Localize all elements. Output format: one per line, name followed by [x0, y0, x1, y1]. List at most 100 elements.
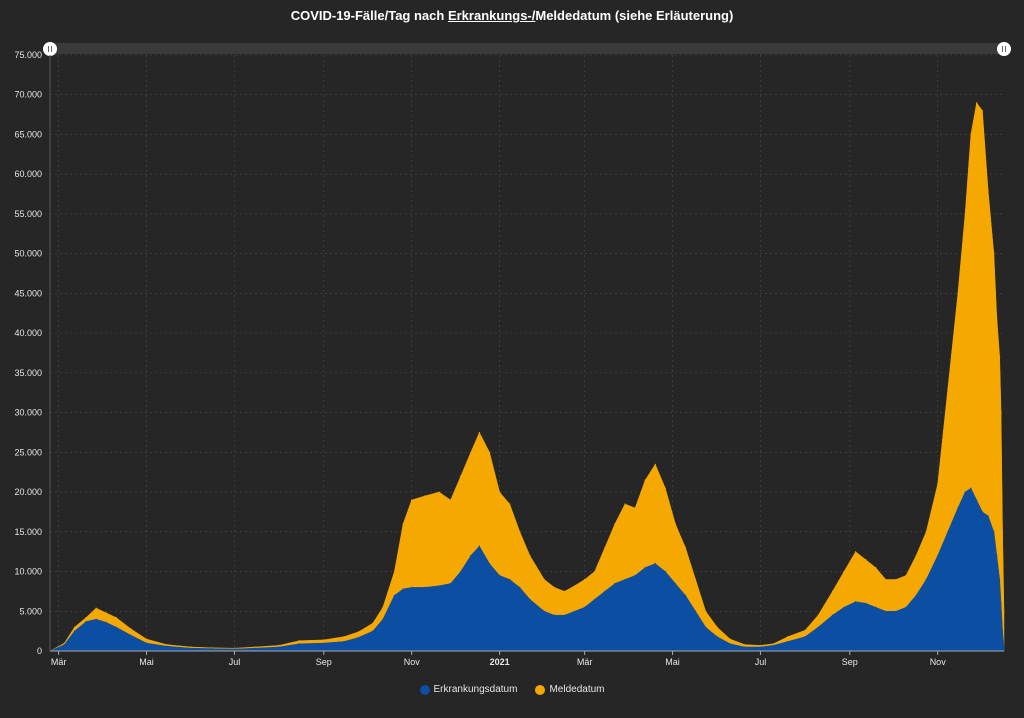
data-point-erkrankungsdatum — [705, 626, 707, 628]
data-point-meldedatum — [254, 646, 256, 648]
data-point-erkrankungsdatum — [831, 614, 834, 616]
title-suffix: Meldedatum (siehe Erläuterung) — [535, 8, 734, 23]
data-point-meldedatum — [438, 491, 440, 493]
data-point-erkrankungsdatum — [254, 647, 256, 649]
data-point-erkrankungsdatum — [843, 606, 845, 608]
data-point-erkrankungsdatum — [925, 578, 927, 581]
data-point-erkrankungsdatum — [885, 610, 887, 612]
data-point-meldedatum — [684, 547, 687, 549]
navigator-track[interactable] — [50, 43, 1004, 54]
y-tick-label: 5.000 — [19, 606, 42, 616]
data-point-meldedatum — [298, 640, 300, 642]
data-point-erkrankungsdatum — [278, 646, 280, 648]
data-point-erkrankungsdatum — [166, 645, 168, 647]
data-point-meldedatum — [166, 644, 168, 646]
data-point-erkrankungsdatum — [981, 511, 984, 513]
data-point-erkrankungsdatum — [233, 648, 236, 650]
data-point-meldedatum — [574, 585, 576, 587]
data-point-erkrankungsdatum — [130, 634, 132, 636]
data-point-erkrankungsdatum — [987, 515, 989, 517]
data-point-erkrankungsdatum — [298, 643, 300, 645]
title-prefix: COVID-19-Fälle/Tag nach — [290, 8, 448, 23]
data-point-erkrankungsdatum — [1003, 646, 1005, 648]
navigator-handle-left[interactable] — [43, 42, 57, 56]
data-point-meldedatum — [976, 102, 978, 104]
data-point-erkrankungsdatum — [865, 602, 867, 604]
data-point-meldedatum — [115, 617, 117, 619]
data-point-meldedatum — [105, 612, 107, 614]
data-point-erkrankungsdatum — [996, 555, 998, 557]
data-point-erkrankungsdatum — [343, 640, 345, 643]
data-point-erkrankungsdatum — [393, 594, 395, 597]
data-point-meldedatum — [63, 642, 65, 644]
x-tick-label: Sep — [316, 657, 332, 667]
data-point-erkrankungsdatum — [411, 586, 413, 589]
data-point-meldedatum — [970, 133, 972, 136]
data-point-meldedatum — [804, 629, 806, 631]
y-tick-label: 50.000 — [14, 249, 42, 259]
data-point-meldedatum — [1000, 412, 1002, 414]
data-point-meldedatum — [744, 644, 746, 646]
data-point-erkrankungsdatum — [905, 606, 907, 608]
data-point-erkrankungsdatum — [543, 610, 545, 612]
y-tick-label: 45.000 — [14, 288, 42, 298]
data-point-erkrankungsdatum — [644, 567, 646, 569]
data-point-meldedatum — [130, 628, 132, 630]
legend-label-erkrankungsdatum: Erkrankungsdatum — [433, 684, 518, 695]
data-point-meldedatum — [393, 570, 395, 573]
data-point-erkrankungsdatum — [553, 614, 556, 616]
data-point-erkrankungsdatum — [993, 531, 995, 533]
legend-item-erkrankungsdatum[interactable]: Erkrankungsdatum — [419, 684, 518, 695]
data-point-erkrankungsdatum — [85, 621, 87, 623]
data-point-erkrankungsdatum — [115, 626, 117, 628]
x-tick-label: Mai — [139, 657, 154, 667]
y-tick-label: 55.000 — [14, 209, 42, 219]
y-tick-label: 40.000 — [14, 328, 42, 338]
data-point-erkrankungsdatum — [63, 644, 65, 646]
axes: 0 5.000 10.000 15.000 20.000 25.000 30.000 35.0… — [14, 50, 1004, 667]
data-point-meldedatum — [964, 213, 966, 215]
data-point-meldedatum — [624, 503, 626, 505]
data-point-meldedatum — [674, 523, 677, 525]
data-point-meldedatum — [787, 636, 789, 638]
legend-item-meldedatum[interactable]: Meldedatum — [535, 684, 604, 695]
data-point-erkrankungsdatum — [519, 586, 521, 589]
data-point-erkrankungsdatum — [695, 610, 697, 612]
data-point-meldedatum — [981, 110, 984, 112]
data-point-erkrankungsdatum — [999, 578, 1001, 581]
data-point-erkrankungsdatum — [382, 618, 384, 620]
y-tick-label: 60.000 — [14, 169, 42, 179]
range-navigator[interactable] — [43, 42, 1011, 56]
navigator-handle-right[interactable] — [997, 42, 1011, 56]
x-tick-label: Mai — [665, 657, 680, 667]
data-point-erkrankungsdatum — [499, 574, 501, 577]
data-point-erkrankungsdatum — [964, 491, 966, 493]
data-point-erkrankungsdatum — [937, 555, 939, 557]
data-point-meldedatum — [478, 431, 480, 434]
data-point-erkrankungsdatum — [424, 586, 426, 589]
data-point-erkrankungsdatum — [574, 610, 576, 612]
data-point-meldedatum — [957, 292, 959, 294]
data-point-meldedatum — [543, 578, 545, 581]
title-link[interactable]: Erkrankungs-/ — [447, 8, 536, 23]
data-point-meldedatum — [460, 475, 462, 477]
data-point-erkrankungsdatum — [855, 601, 857, 603]
data-point-erkrankungsdatum — [105, 621, 107, 624]
x-tick-label: Mär — [51, 657, 67, 667]
data-point-erkrankungsdatum — [716, 636, 718, 638]
data-point-meldedatum — [382, 606, 384, 608]
y-tick-label: 30.000 — [14, 408, 42, 418]
data-point-meldedatum — [563, 590, 566, 593]
y-tick-label: 10.000 — [14, 567, 42, 577]
data-point-meldedatum — [614, 523, 616, 525]
data-point-meldedatum — [85, 617, 87, 619]
data-point-erkrankungsdatum — [729, 643, 731, 645]
data-point-erkrankungsdatum — [604, 590, 606, 593]
data-point-erkrankungsdatum — [875, 606, 877, 608]
data-point-meldedatum — [915, 555, 917, 557]
x-tick-label: Jul — [229, 657, 241, 667]
y-tick-label: 20.000 — [14, 487, 42, 497]
data-point-erkrankungsdatum — [73, 630, 76, 632]
data-point-meldedatum — [470, 451, 472, 453]
x-tick-label: 2021 — [490, 657, 510, 667]
